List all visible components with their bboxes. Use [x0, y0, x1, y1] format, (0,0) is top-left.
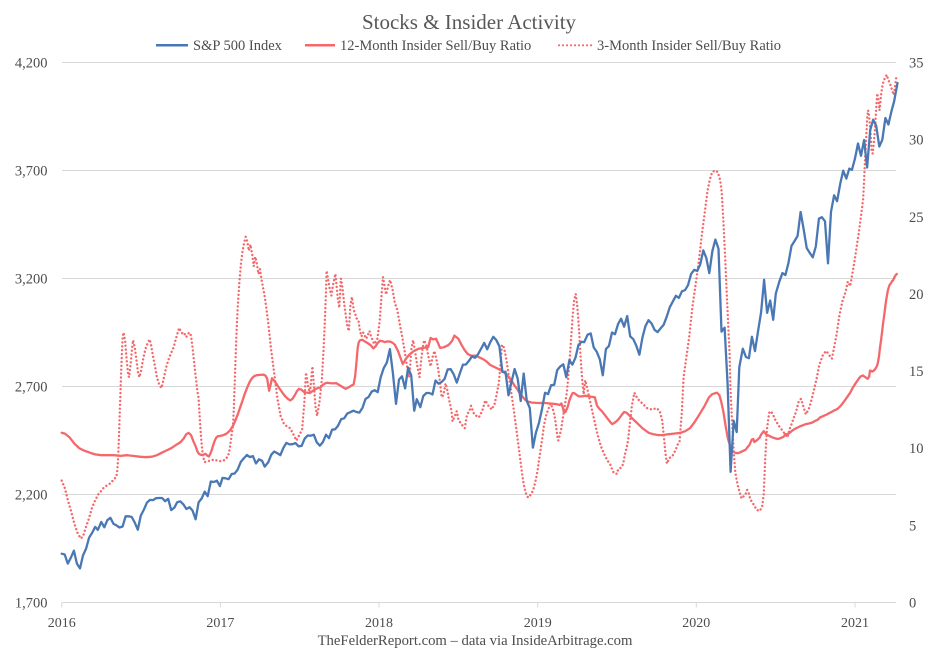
- svg-text:5: 5: [909, 518, 916, 534]
- svg-text:30: 30: [909, 133, 924, 149]
- svg-text:0: 0: [909, 596, 916, 612]
- svg-text:2021: 2021: [841, 616, 869, 631]
- svg-text:35: 35: [909, 56, 924, 72]
- svg-text:25: 25: [909, 210, 924, 226]
- svg-text:2020: 2020: [682, 616, 710, 631]
- svg-text:20: 20: [909, 287, 924, 303]
- svg-text:10: 10: [909, 441, 924, 457]
- svg-text:Stocks & Insider Activity: Stocks & Insider Activity: [362, 10, 577, 34]
- svg-text:S&P 500 Index: S&P 500 Index: [193, 38, 283, 54]
- svg-text:TheFelderReport.com – data via: TheFelderReport.com – data via InsideArb…: [318, 633, 633, 649]
- svg-text:2018: 2018: [365, 616, 393, 631]
- svg-text:2016: 2016: [48, 616, 76, 631]
- svg-text:3-Month Insider Sell/Buy Ratio: 3-Month Insider Sell/Buy Ratio: [597, 38, 781, 54]
- svg-text:15: 15: [909, 364, 924, 380]
- svg-text:3,200: 3,200: [15, 272, 48, 288]
- svg-text:2,700: 2,700: [15, 380, 48, 396]
- svg-text:12-Month Insider Sell/Buy Rati: 12-Month Insider Sell/Buy Ratio: [340, 38, 531, 54]
- svg-text:2019: 2019: [524, 616, 552, 631]
- svg-text:4,200: 4,200: [15, 56, 48, 72]
- svg-text:2,200: 2,200: [15, 488, 48, 504]
- svg-text:2017: 2017: [206, 616, 234, 631]
- svg-text:3,700: 3,700: [15, 164, 48, 180]
- svg-text:1,700: 1,700: [15, 596, 48, 612]
